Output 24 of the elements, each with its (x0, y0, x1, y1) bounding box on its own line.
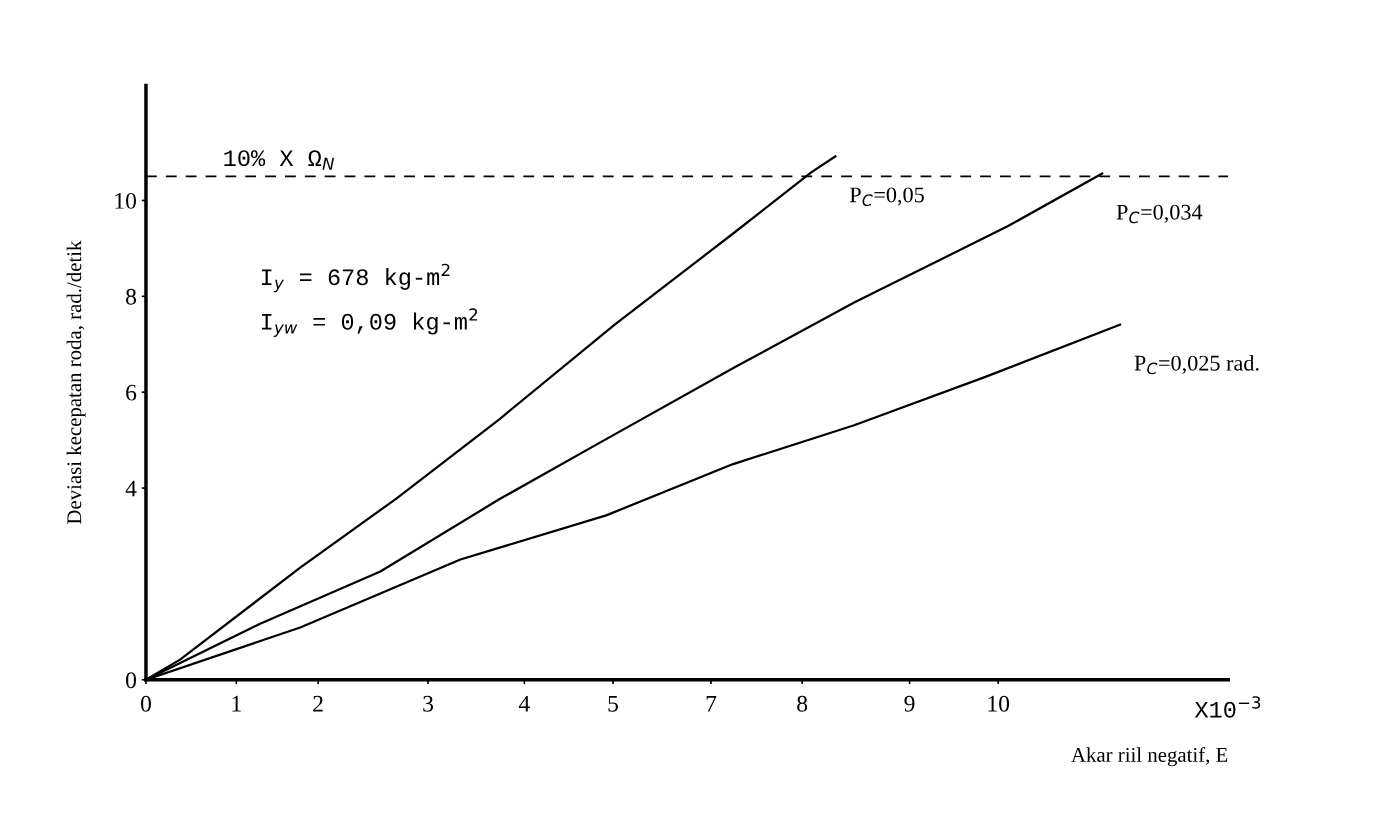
y-axis-title: Deviasi kecepatan roda, rad./detik (66, 240, 86, 524)
y-tick-label: 8 (126, 288, 137, 305)
annotation: I$_{y}$ = 678 kg-m$^{2}$ (261, 263, 450, 293)
x-tick-label: 8 (797, 695, 808, 712)
series-label: P$_{C}$=0,034 (1116, 204, 1203, 224)
y-tick-label: 0 (126, 672, 137, 689)
text: X10$^{−3}$ (1194, 696, 1261, 718)
series-label: P$_{C}$=0,05 (849, 187, 924, 207)
x-tick-label: 0 (140, 695, 151, 712)
x-tick-label: 2 (313, 695, 323, 712)
x-tick-label: 3 (423, 695, 434, 712)
y-tick-label: 6 (126, 384, 137, 401)
ref-line-label: 10% X Ω$_{N}$ (224, 150, 334, 170)
y-tick-label: 10 (115, 192, 137, 209)
x-tick-label: 1 (232, 695, 241, 712)
x-tick-label: 4 (518, 695, 530, 712)
y-tick-label: 4 (125, 480, 137, 497)
x-tick-label: 5 (608, 695, 618, 712)
x-tick-label: 9 (904, 695, 915, 712)
annotation: I$_{yw}$ = 0,09 kg-m$^{2}$ (261, 308, 478, 337)
series-label: P$_{C}$=0,025 rad. (1134, 355, 1259, 375)
x-tick-label: 7 (706, 695, 717, 712)
x-tick-label: 10 (988, 695, 1010, 712)
x-axis-title: Akar riil negatif, E (1071, 747, 1228, 767)
